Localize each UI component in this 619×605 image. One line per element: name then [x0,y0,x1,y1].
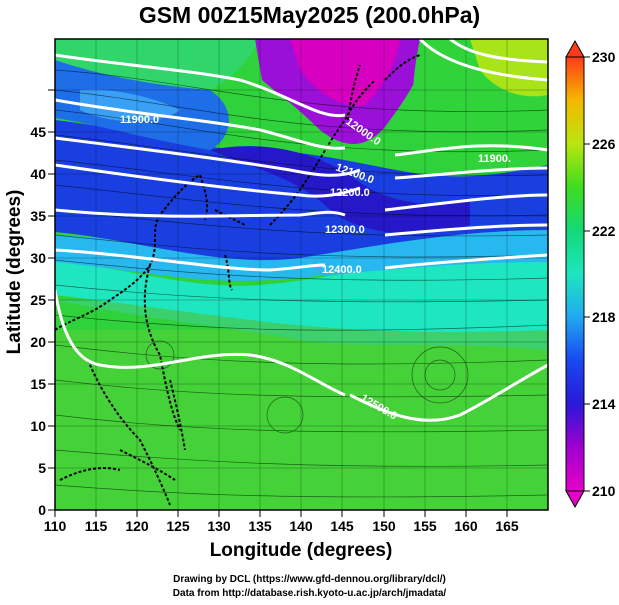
x-tick-label: 130 [207,518,231,534]
contour-label: 11900.0 [120,114,159,126]
y-tick-label: 35 [30,208,46,224]
colorbar: 230 226 222 218 214 210 [565,39,616,509]
credit-line-data: Data from http://database.rish.kyoto-u.a… [172,588,447,599]
x-tick-label: 135 [248,518,272,534]
colorbar-tick-label: 218 [592,309,616,325]
y-tick-labels: 0 5 10 15 20 25 30 35 40 45 [30,124,46,518]
contour-label: 12300.0 [325,224,365,236]
colorbar-tick-label: 230 [592,49,616,65]
x-tick-label: 160 [454,518,478,534]
contour-label: 12200.0 [330,187,370,199]
credit-line-dcl: Drawing by DCL (https://www.gfd-dennou.o… [173,574,446,585]
x-tick-label: 115 [85,518,108,534]
x-axis-title: Longitude (degrees) [210,540,393,561]
contour-label: 11900. [478,153,511,165]
y-tick-label: 30 [30,250,46,266]
x-tick-label: 125 [166,518,190,534]
colorbar-tick-label: 226 [592,136,616,152]
y-tick-label: 40 [30,166,46,182]
y-tick-label: 0 [38,502,46,518]
y-tick-label: 25 [30,292,46,308]
coastlines [55,54,421,506]
colorbar-tick-label: 214 [592,396,616,412]
x-axis [54,510,508,517]
x-tick-label: 165 [495,518,519,534]
x-tick-label: 140 [289,518,313,534]
height-contours [55,39,548,422]
x-tick-labels: 110 115 120 125 130 135 140 145 150 155 … [44,518,519,534]
x-tick-label: 120 [125,518,149,534]
y-tick-label: 15 [30,376,46,392]
wind-streamlines [55,69,548,498]
y-axis [48,89,55,511]
y-tick-label: 45 [30,124,46,140]
y-axis-title: Latitude (degrees) [4,190,25,355]
x-tick-label: 145 [330,518,354,534]
colorbar-tick-label: 222 [592,223,616,239]
y-tick-label: 20 [30,334,46,350]
temperature-field [55,39,548,510]
contour-label: 12400.0 [322,264,362,276]
y-tick-label: 10 [30,418,46,434]
map-title: GSM 00Z15May2025 (200.0hPa) [138,2,481,28]
x-tick-label: 110 [44,518,67,534]
x-tick-label: 150 [372,518,396,534]
y-tick-label: 5 [38,460,46,476]
x-tick-label: 155 [413,518,437,534]
colorbar-tick-label: 210 [592,483,616,499]
